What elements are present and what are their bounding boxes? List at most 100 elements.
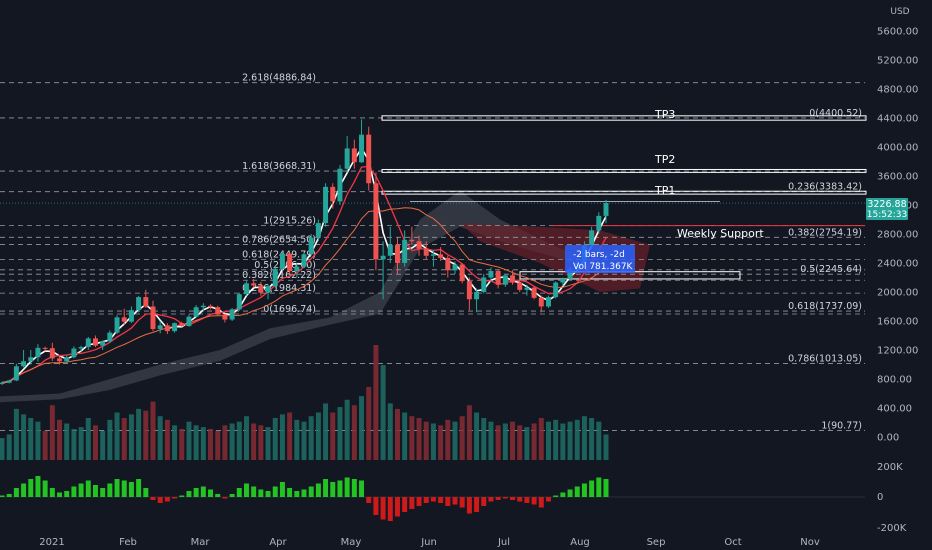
volume-bar	[28, 418, 34, 460]
candle-body	[172, 323, 178, 332]
volume-bar	[193, 425, 199, 460]
osc-bar	[107, 483, 113, 497]
candle-body	[459, 264, 465, 282]
osc-bar	[193, 488, 199, 497]
osc-bar	[265, 491, 271, 497]
fib-label-right: 1(90.77)	[821, 420, 862, 431]
time-axis[interactable]: 2021 Feb Mar Apr May Jun Jul Aug Sep Oct Nov	[39, 537, 820, 548]
osc-bar	[452, 497, 458, 505]
osc-bar	[373, 497, 379, 515]
red-zone	[460, 223, 650, 292]
candle-body	[208, 305, 214, 308]
candle-body	[57, 358, 63, 362]
time-tick: Apr	[269, 537, 287, 548]
volume-bar	[581, 416, 587, 460]
osc-bar	[538, 497, 544, 508]
osc-bar	[459, 497, 465, 508]
measure-box: -2 bars, -2d Vol 781.367K	[565, 245, 635, 273]
candle-body	[315, 223, 321, 238]
last-price-badge: 3226.88 15:52:33	[866, 198, 908, 220]
volume-bar	[287, 412, 293, 460]
candle-body	[438, 254, 444, 258]
candle-body	[308, 237, 314, 255]
osc-bar	[121, 480, 127, 497]
volume-bar	[416, 418, 422, 460]
osc-bar	[78, 483, 84, 497]
osc-bar	[164, 497, 170, 502]
price-tick: 0.00	[877, 433, 899, 444]
osc-bar	[179, 495, 185, 497]
tp3-label: TP3	[654, 108, 675, 121]
osc-bar	[560, 492, 566, 497]
price-tick: 5600.00	[877, 27, 918, 38]
volume-bar	[215, 430, 221, 460]
fib-label-right: 0(4400.52)	[809, 108, 862, 119]
osc-bar	[28, 479, 34, 497]
volume-bar	[330, 412, 336, 460]
candle-body	[323, 186, 329, 224]
candle-body	[510, 275, 516, 283]
volume-bar	[164, 419, 170, 460]
candle-body	[351, 148, 357, 163]
candle-body	[42, 347, 48, 349]
osc-bar	[409, 497, 415, 509]
candle-body	[445, 257, 451, 271]
osc-bar	[502, 497, 508, 499]
volume-bar	[567, 421, 573, 460]
price-axis[interactable]: 5600.00 5200.00 4800.00 4400.00 4000.00 3600.…	[877, 27, 918, 444]
candle-body	[481, 277, 487, 292]
candle-body	[143, 297, 149, 307]
osc-bar	[0, 495, 5, 497]
candle-body	[150, 306, 156, 329]
price-tick: 400.00	[877, 404, 912, 415]
osc-bar	[481, 497, 487, 506]
volume-bar	[459, 416, 465, 460]
osc-bar	[315, 483, 321, 497]
osc-bar	[186, 491, 192, 497]
volume-bar	[143, 410, 149, 460]
osc-bar	[143, 488, 149, 497]
osc-bar	[49, 488, 55, 497]
currency-label: USD	[890, 7, 909, 17]
candle-body	[596, 215, 602, 231]
candle-body	[92, 338, 98, 346]
candle-body	[6, 380, 12, 383]
volume-bar	[6, 434, 12, 460]
candle-body	[387, 244, 393, 256]
osc-bar	[35, 476, 41, 497]
osc-bar	[42, 480, 48, 497]
volume-bar	[502, 423, 508, 460]
volume-bar	[524, 427, 530, 460]
countdown-text: 15:52:33	[867, 210, 907, 220]
fib-label-left: 0.786(2654.50)	[242, 235, 316, 246]
osc-bar	[6, 494, 12, 497]
volume-bar	[157, 416, 163, 460]
time-tick: Oct	[724, 537, 741, 548]
osc-bar	[323, 479, 329, 497]
osc-bar	[474, 497, 480, 512]
price-tick: 2000.00	[877, 288, 918, 299]
candle-body	[359, 134, 365, 163]
fib-label-right: 0.382(2754.19)	[788, 227, 862, 238]
volume-bar	[128, 414, 134, 460]
osc-bar	[553, 495, 559, 497]
candle-body	[21, 361, 27, 367]
volume-bar	[85, 418, 91, 460]
volume-bar	[301, 421, 307, 460]
osc-bar	[545, 497, 551, 502]
time-tick: Nov	[800, 537, 820, 548]
candle-body	[373, 183, 379, 260]
osc-bar	[243, 483, 249, 497]
volume-bar	[136, 408, 142, 460]
osc-bar	[517, 497, 523, 502]
fib-label-right: 0.236(3383.42)	[788, 182, 862, 193]
volume-bars	[0, 345, 609, 460]
osc-bar	[258, 489, 264, 497]
osc-bar	[100, 488, 106, 497]
time-tick: Sep	[647, 537, 666, 548]
osc-bar	[136, 479, 142, 497]
candle-body	[186, 316, 192, 327]
osc-bar	[251, 486, 257, 497]
volume-bar	[409, 416, 415, 460]
